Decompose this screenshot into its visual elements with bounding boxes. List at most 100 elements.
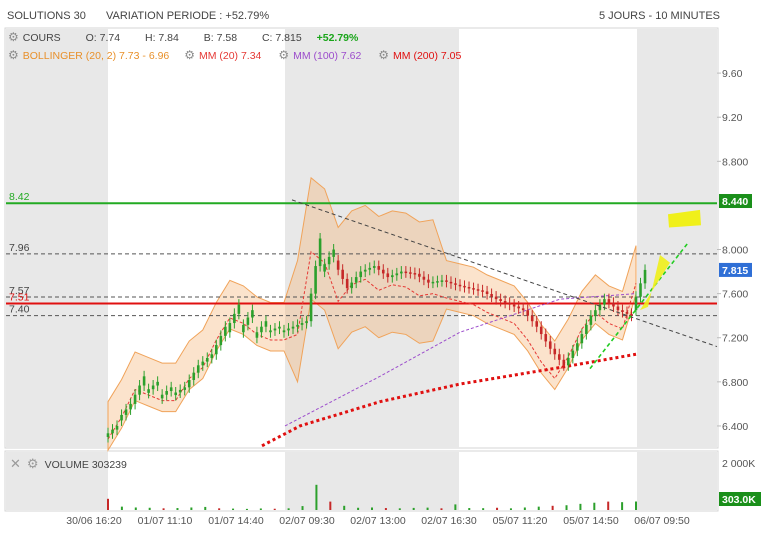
- candles: [106, 232, 647, 443]
- candle-body: [359, 271, 363, 278]
- volume-bar: [523, 507, 526, 510]
- candle-body: [273, 328, 277, 331]
- candle-body: [598, 304, 602, 311]
- candle-body: [553, 348, 557, 355]
- price-tag-label: 7.815: [722, 265, 748, 277]
- candle-body: [264, 321, 268, 327]
- gear-icon[interactable]: ⚙: [26, 456, 39, 471]
- legend-mm100[interactable]: MM (100) 7.62: [293, 50, 362, 62]
- gear-icon[interactable]: ⚙: [8, 48, 19, 62]
- legend-change: +52.79%: [316, 32, 359, 44]
- close-icon[interactable]: ✕: [10, 456, 21, 471]
- candle-body: [124, 409, 128, 415]
- volume-axis-label: 2 000K: [722, 458, 755, 470]
- price-tag-label: 8.440: [722, 196, 748, 208]
- candle-body: [138, 385, 141, 395]
- candle-body: [372, 266, 376, 268]
- volume-bar: [593, 502, 596, 510]
- candle-body: [305, 321, 308, 324]
- volume-bar: [482, 508, 485, 510]
- legend-bollinger[interactable]: BOLLINGER (20, 2) 7.73 - 6.96: [22, 50, 170, 62]
- price-tags: 8.440 7.815: [719, 194, 752, 277]
- candle-body: [251, 310, 254, 318]
- candle-body: [548, 341, 552, 349]
- volume-bar: [357, 507, 360, 510]
- candle-body: [562, 359, 566, 366]
- legend-high: H: 7.84: [144, 32, 179, 44]
- instrument-name: SOLUTIONS 30: [7, 10, 86, 22]
- gear-icon[interactable]: ⚙: [8, 30, 19, 44]
- candle-body: [576, 343, 579, 351]
- candle-body: [215, 345, 218, 355]
- volume-bar: [454, 504, 457, 510]
- period-label[interactable]: 5 JOURS - 10 MINUTES: [598, 10, 720, 22]
- candle-body: [539, 326, 543, 335]
- level-label: 8.42: [9, 191, 30, 203]
- candle-body: [237, 304, 241, 314]
- candle-body: [129, 403, 132, 410]
- gear-icon[interactable]: ⚙: [184, 48, 195, 62]
- candle-body: [106, 433, 110, 437]
- candle-body: [318, 238, 322, 267]
- candle-body: [196, 365, 200, 373]
- x-tick-label: 30/06 16:20: [66, 515, 122, 527]
- y-tick-label: 7.200: [722, 333, 748, 345]
- candle-body: [594, 310, 597, 316]
- candle-body: [508, 302, 511, 305]
- gear-icon[interactable]: ⚙: [278, 48, 290, 62]
- candle-body: [544, 334, 548, 342]
- candle-body: [499, 299, 502, 301]
- x-tick-label: 02/07 13:00: [350, 515, 406, 527]
- legend-open: O: 7.74: [85, 32, 121, 44]
- volume-bar: [134, 507, 137, 510]
- time-axis: 30/06 16:20 01/07 11:10 01/07 14:40 02/07 0…: [66, 515, 690, 527]
- candle-body: [418, 273, 421, 277]
- candle-body: [557, 354, 561, 360]
- candle-body: [183, 387, 187, 390]
- candle-body: [490, 293, 493, 297]
- legend-cours[interactable]: ⚙ COURS O: 7.74 H: 7.84 B: 7.58 C: 7.815 …: [8, 30, 358, 44]
- candle-body: [228, 323, 232, 333]
- candle-body: [630, 313, 633, 316]
- candle-body: [296, 324, 299, 327]
- legend-mm200[interactable]: MM (200) 7.05: [393, 50, 462, 62]
- mm100-line: [284, 293, 637, 427]
- volume-bar: [509, 508, 512, 510]
- volume-bar: [635, 501, 637, 510]
- legend-indicators: ⚙ BOLLINGER (20, 2) 7.73 - 6.96 ⚙ MM (20) …: [8, 48, 461, 62]
- candle-body: [485, 291, 489, 294]
- volume-bar: [287, 508, 290, 510]
- y-tick-label: 7.600: [722, 289, 748, 301]
- candle-body: [449, 281, 453, 284]
- candle-body: [345, 278, 349, 289]
- candle-body: [422, 276, 426, 280]
- y-tick-label: 6.400: [722, 421, 748, 433]
- candle-body: [643, 269, 647, 284]
- volume-bar: [259, 508, 262, 510]
- volume-bar: [162, 508, 165, 510]
- gear-icon[interactable]: ⚙: [378, 48, 390, 62]
- y-tick-label: 6.800: [722, 377, 748, 389]
- legend-mm20[interactable]: MM (20) 7.34: [198, 50, 262, 62]
- candle-body: [413, 273, 417, 275]
- candle-body: [363, 269, 367, 272]
- x-tick-label: 01/07 14:40: [208, 515, 264, 527]
- candle-body: [111, 429, 114, 434]
- variation-period: VARIATION PERIODE : +52.79%: [106, 10, 270, 22]
- x-tick-label: 06/07 09:50: [634, 515, 690, 527]
- candle-body: [269, 330, 272, 333]
- candle-body: [160, 394, 164, 399]
- volume-bar: [565, 505, 568, 510]
- candle-body: [409, 272, 412, 274]
- price-levels: 8.42 7.96 7.577.517.40: [6, 191, 717, 317]
- volume-bar: [301, 506, 304, 510]
- candle-body: [332, 249, 335, 257]
- x-tick-label: 01/07 11:10: [138, 515, 193, 527]
- volume-bar: [551, 505, 554, 510]
- candle-body: [192, 372, 196, 381]
- candle-body: [205, 357, 209, 362]
- candle-body: [233, 313, 236, 324]
- candle-body: [133, 394, 137, 404]
- mm20-line: [107, 250, 637, 440]
